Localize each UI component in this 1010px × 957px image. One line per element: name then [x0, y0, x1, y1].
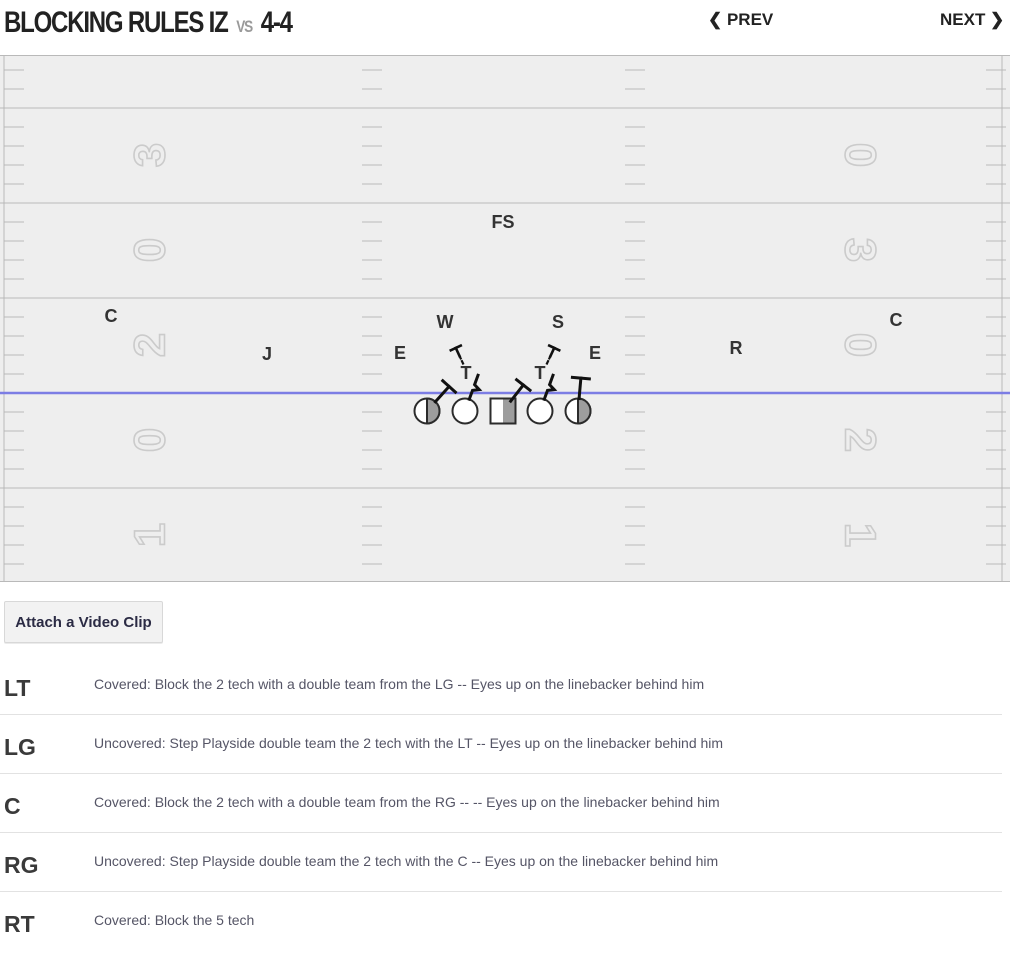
svg-text:FS: FS: [491, 212, 514, 232]
svg-text:0: 0: [835, 143, 884, 167]
svg-text:J: J: [262, 344, 272, 364]
svg-text:3: 3: [126, 143, 175, 167]
svg-text:T: T: [535, 363, 546, 383]
svg-text:0: 0: [126, 238, 175, 262]
svg-text:T: T: [461, 363, 472, 383]
svg-text:0: 0: [126, 428, 175, 452]
svg-text:1: 1: [126, 523, 175, 547]
svg-text:0: 0: [835, 333, 884, 357]
svg-text:C: C: [890, 310, 903, 330]
svg-text:1: 1: [835, 523, 884, 547]
svg-text:3: 3: [835, 238, 884, 262]
svg-text:R: R: [730, 338, 743, 358]
svg-text:C: C: [105, 306, 118, 326]
svg-text:E: E: [589, 343, 601, 363]
svg-text:E: E: [394, 343, 406, 363]
svg-text:W: W: [437, 312, 454, 332]
svg-text:S: S: [552, 312, 564, 332]
svg-text:2: 2: [126, 333, 175, 357]
svg-text:2: 2: [835, 428, 884, 452]
